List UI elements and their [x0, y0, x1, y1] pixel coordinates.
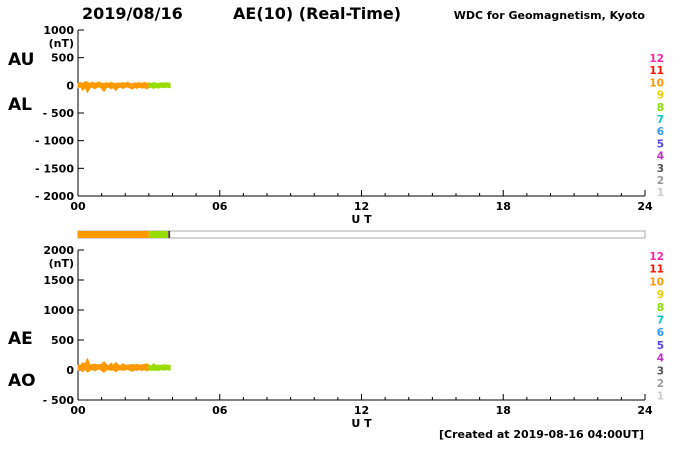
series-label-ao: AO — [8, 371, 36, 391]
availability-segment — [148, 231, 169, 238]
x-tick-label: 18 — [496, 200, 511, 213]
legend-station-count: 6 — [657, 126, 664, 138]
legend-station-count: 6 — [657, 327, 664, 339]
y-tick-label: 500 — [51, 334, 74, 347]
legend-station-count: 4 — [657, 353, 664, 365]
y-tick-label: 1500 — [43, 274, 74, 287]
legend-station-count: 5 — [657, 138, 664, 150]
legend-station-count: 2 — [657, 175, 664, 187]
x-tick-label: 24 — [637, 404, 653, 417]
x-tick-label: 06 — [212, 404, 228, 417]
data-band — [148, 82, 171, 89]
x-tick-label: 18 — [496, 404, 511, 417]
legend-station-count: 5 — [657, 340, 664, 352]
legend-station-count: 3 — [657, 163, 664, 175]
legend-station-count: 2 — [657, 378, 664, 390]
y-unit-label: (nT) — [49, 37, 74, 50]
series-label-al: AL — [8, 95, 32, 115]
y-tick-label: - 500 — [43, 394, 75, 407]
y-tick-label: 1000 — [43, 304, 74, 317]
legend-station-count: 8 — [657, 102, 664, 114]
y-tick-label: - 1000 — [35, 135, 74, 148]
legend-station-count: 12 — [649, 251, 664, 263]
legend-station-count: 1 — [657, 187, 664, 199]
source-label: WDC for Geomagnetism, Kyoto — [453, 9, 645, 22]
y-tick-label: 500 — [51, 52, 74, 65]
data-band — [77, 358, 150, 373]
legend-station-count: 9 — [657, 90, 664, 102]
x-tick-label: 24 — [637, 200, 653, 213]
x-tick-label: 06 — [212, 200, 228, 213]
legend-station-count: 10 — [649, 77, 664, 89]
data-band — [77, 81, 150, 93]
data-band — [148, 363, 171, 371]
legend-station-count: 8 — [657, 302, 664, 314]
x-tick-label: 00 — [70, 200, 86, 213]
plot-date: 2019/08/16 — [82, 4, 183, 23]
y-tick-label: - 2000 — [35, 190, 74, 203]
y-tick-label: - 500 — [43, 107, 75, 120]
availability-segment — [168, 231, 171, 238]
y-unit-label: (nT) — [49, 257, 74, 270]
legend-station-count: 4 — [657, 151, 664, 163]
legend-station-count: 11 — [649, 264, 664, 276]
series-label-ae: AE — [8, 329, 33, 349]
legend-station-count: 10 — [649, 276, 664, 288]
created-at-label: [Created at 2019-08-16 04:00UT] — [438, 428, 644, 441]
series-label-au: AU — [8, 50, 35, 70]
x-tick-label: 00 — [70, 404, 86, 417]
y-tick-label: 1000 — [43, 24, 74, 37]
y-tick-label: - 1500 — [35, 162, 74, 175]
legend-station-count: 12 — [649, 53, 664, 65]
x-axis-title: U T — [351, 213, 372, 226]
legend-station-count: 7 — [657, 315, 664, 327]
legend-station-count: 11 — [649, 65, 664, 77]
legend-station-count: 7 — [657, 114, 664, 126]
y-tick-label: 2000 — [43, 244, 74, 257]
x-tick-label: 12 — [354, 404, 369, 417]
page-title: AE(10) (Real-Time) — [233, 4, 402, 23]
legend-station-count: 9 — [657, 289, 664, 301]
legend-station-count: 3 — [657, 365, 664, 377]
availability-segment — [78, 231, 149, 238]
legend-station-count: 1 — [657, 391, 664, 403]
x-tick-label: 12 — [354, 200, 369, 213]
y-tick-label: 0 — [66, 364, 74, 377]
x-axis-title: U T — [351, 417, 372, 430]
y-tick-label: 0 — [66, 79, 74, 92]
